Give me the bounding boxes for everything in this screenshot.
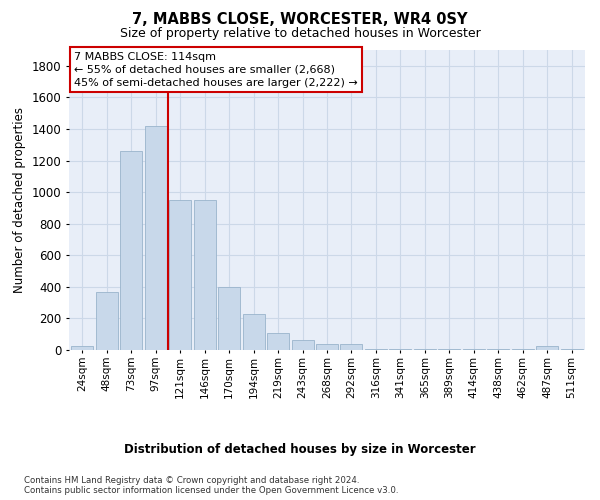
Bar xyxy=(218,287,240,350)
Text: 7, MABBS CLOSE, WORCESTER, WR4 0SY: 7, MABBS CLOSE, WORCESTER, WR4 0SY xyxy=(132,12,468,28)
Text: Distribution of detached houses by size in Worcester: Distribution of detached houses by size … xyxy=(124,442,476,456)
Bar xyxy=(487,349,509,350)
Y-axis label: Number of detached properties: Number of detached properties xyxy=(13,107,26,293)
Bar xyxy=(512,349,533,350)
Bar xyxy=(194,200,216,350)
Text: 7 MABBS CLOSE: 114sqm
← 55% of detached houses are smaller (2,668)
45% of semi-d: 7 MABBS CLOSE: 114sqm ← 55% of detached … xyxy=(74,52,358,88)
Bar xyxy=(292,340,314,350)
Bar xyxy=(145,126,167,350)
Bar xyxy=(96,292,118,350)
Text: Contains HM Land Registry data © Crown copyright and database right 2024.
Contai: Contains HM Land Registry data © Crown c… xyxy=(24,476,398,495)
Bar xyxy=(340,344,362,350)
Bar xyxy=(414,349,436,350)
Bar xyxy=(71,346,94,350)
Bar xyxy=(242,314,265,350)
Bar xyxy=(560,349,583,350)
Bar xyxy=(169,200,191,350)
Text: Size of property relative to detached houses in Worcester: Size of property relative to detached ho… xyxy=(119,28,481,40)
Bar xyxy=(267,332,289,350)
Bar xyxy=(365,348,387,350)
Bar xyxy=(536,346,558,350)
Bar xyxy=(316,344,338,350)
Bar xyxy=(438,349,460,350)
Bar xyxy=(463,349,485,350)
Bar xyxy=(389,349,412,350)
Bar xyxy=(121,151,142,350)
